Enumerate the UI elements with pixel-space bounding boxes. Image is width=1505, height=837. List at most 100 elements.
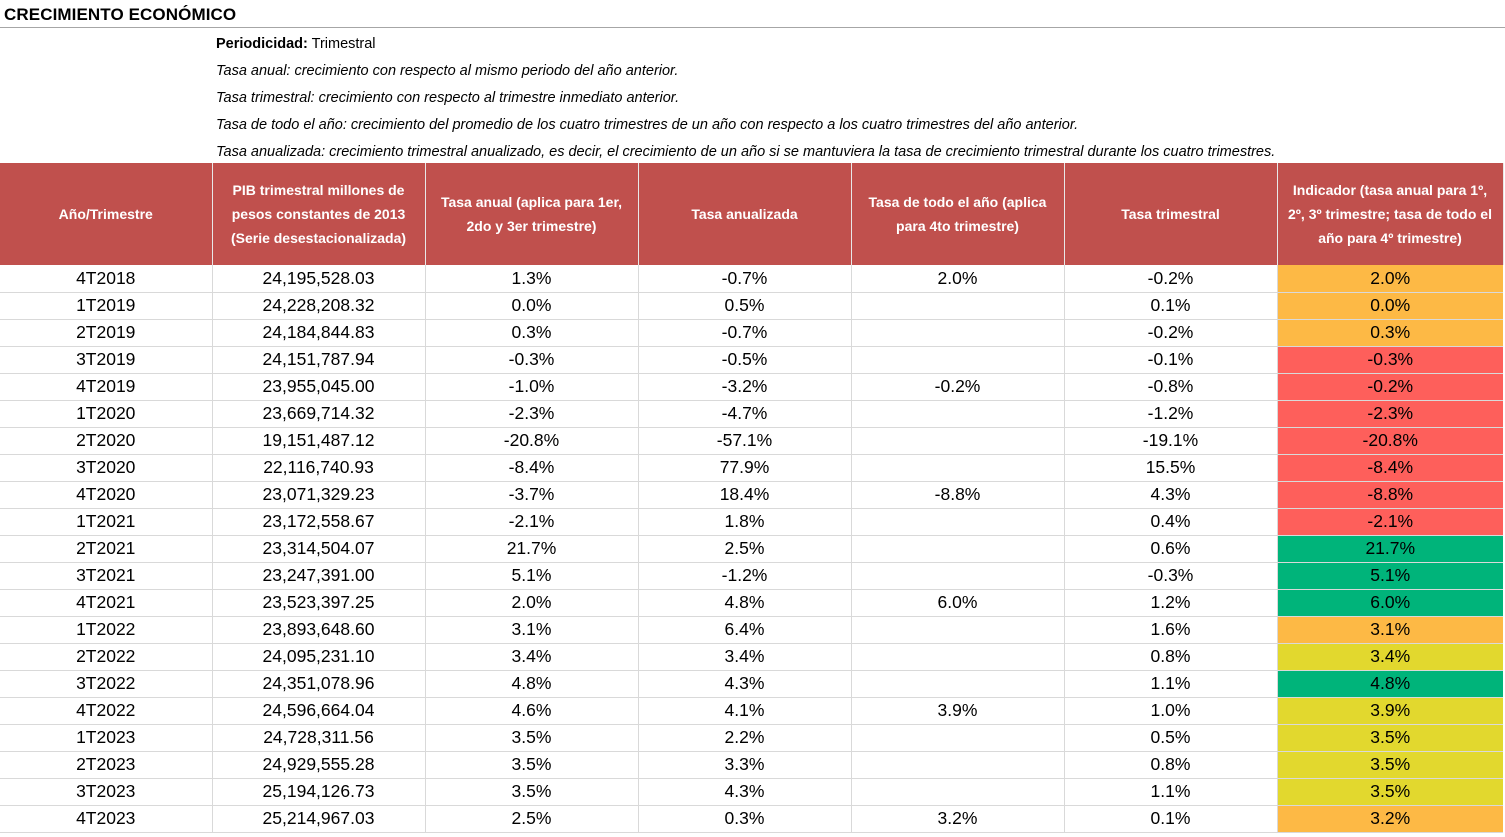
- cell-annualized-rate: -4.7%: [638, 400, 852, 428]
- cell-annual-rate: 2.0%: [425, 589, 639, 617]
- cell-annual-rate: -0.3%: [425, 346, 639, 374]
- growth-table: Año/Trimestre PIB trimestral millones de…: [0, 163, 1504, 833]
- cell-whole-year-rate: [851, 778, 1065, 806]
- cell-annualized-rate: 0.5%: [638, 292, 852, 320]
- cell-indicator: 3.2%: [1277, 805, 1503, 833]
- cell-indicator: -2.1%: [1277, 508, 1503, 536]
- cell-annualized-rate: 18.4%: [638, 481, 852, 509]
- cell-indicator: 4.8%: [1277, 670, 1503, 698]
- cell-period: 4T2019: [0, 373, 213, 401]
- cell-indicator: 6.0%: [1277, 589, 1503, 617]
- cell-pib: 24,596,664.04: [212, 697, 426, 725]
- cell-annual-rate: -2.1%: [425, 508, 639, 536]
- cell-whole-year-rate: [851, 643, 1065, 671]
- cell-annual-rate: 0.0%: [425, 292, 639, 320]
- cell-pib: 24,228,208.32: [212, 292, 426, 320]
- cell-annualized-rate: 4.3%: [638, 778, 852, 806]
- table-row: 3T2019 24,151,787.94 -0.3% -0.5% -0.1% -0.3%: [0, 346, 1503, 374]
- cell-annual-rate: 3.5%: [425, 724, 639, 752]
- note-annualized-rate: Tasa anualizada: crecimiento trimestral …: [216, 144, 1276, 160]
- cell-pib: 24,151,787.94: [212, 346, 426, 374]
- cell-period: 2T2022: [0, 643, 213, 671]
- cell-quarterly-rate: 0.1%: [1064, 292, 1278, 320]
- cell-period: 1T2020: [0, 400, 213, 428]
- note-annual-rate: Tasa anual: crecimiento con respecto al …: [216, 63, 679, 79]
- table-row: 4T2020 23,071,329.23 -3.7% 18.4% -8.8% 4.3% -8…: [0, 481, 1503, 509]
- cell-quarterly-rate: 1.1%: [1064, 670, 1278, 698]
- cell-quarterly-rate: 4.3%: [1064, 481, 1278, 509]
- cell-quarterly-rate: 15.5%: [1064, 454, 1278, 482]
- cell-period: 2T2019: [0, 319, 213, 347]
- header-pib: PIB trimestral millones de pesos constan…: [212, 163, 426, 265]
- cell-pib: 23,955,045.00: [212, 373, 426, 401]
- header-indicator: Indicador (tasa anual para 1º, 2º, 3º tr…: [1277, 163, 1504, 265]
- cell-indicator: 3.9%: [1277, 697, 1503, 725]
- cell-whole-year-rate: 2.0%: [851, 265, 1065, 293]
- cell-pib: 23,669,714.32: [212, 400, 426, 428]
- notes-block: Periodicidad: Trimestral Tasa anual: cre…: [216, 34, 1496, 169]
- cell-period: 2T2023: [0, 751, 213, 779]
- cell-whole-year-rate: [851, 292, 1065, 320]
- cell-annualized-rate: -0.7%: [638, 319, 852, 347]
- table-row: 1T2020 23,669,714.32 -2.3% -4.7% -1.2% -2.3%: [0, 400, 1503, 428]
- cell-whole-year-rate: [851, 562, 1065, 590]
- cell-pib: 25,194,126.73: [212, 778, 426, 806]
- table-row: 4T2021 23,523,397.25 2.0% 4.8% 6.0% 1.2% 6.0%: [0, 589, 1503, 617]
- cell-whole-year-rate: -8.8%: [851, 481, 1065, 509]
- cell-pib: 23,247,391.00: [212, 562, 426, 590]
- cell-annualized-rate: 0.3%: [638, 805, 852, 833]
- cell-annual-rate: 4.6%: [425, 697, 639, 725]
- table-row: 1T2019 24,228,208.32 0.0% 0.5% 0.1% 0.0%: [0, 292, 1503, 320]
- cell-indicator: -20.8%: [1277, 427, 1503, 455]
- header-quarterly-rate: Tasa trimestral: [1064, 163, 1278, 265]
- cell-annual-rate: 5.1%: [425, 562, 639, 590]
- periodicity-note: Periodicidad: Trimestral: [216, 34, 1496, 61]
- cell-whole-year-rate: [851, 427, 1065, 455]
- cell-quarterly-rate: -1.2%: [1064, 400, 1278, 428]
- cell-whole-year-rate: [851, 508, 1065, 536]
- cell-period: 4T2021: [0, 589, 213, 617]
- table-row: 4T2019 23,955,045.00 -1.0% -3.2% -0.2% -0.8% -…: [0, 373, 1503, 401]
- cell-whole-year-rate: [851, 670, 1065, 698]
- cell-quarterly-rate: 1.6%: [1064, 616, 1278, 644]
- cell-annualized-rate: 4.8%: [638, 589, 852, 617]
- cell-annualized-rate: 3.4%: [638, 643, 852, 671]
- cell-indicator: -0.3%: [1277, 346, 1503, 374]
- cell-annualized-rate: 6.4%: [638, 616, 852, 644]
- cell-annual-rate: 3.5%: [425, 778, 639, 806]
- cell-annualized-rate: 2.2%: [638, 724, 852, 752]
- cell-pib: 23,893,648.60: [212, 616, 426, 644]
- cell-indicator: 5.1%: [1277, 562, 1503, 590]
- cell-quarterly-rate: -0.2%: [1064, 319, 1278, 347]
- cell-whole-year-rate: [851, 454, 1065, 482]
- cell-period: 4T2023: [0, 805, 213, 833]
- header-whole-year-rate: Tasa de todo el año (aplica para 4to tri…: [851, 163, 1065, 265]
- table-header-row: Año/Trimestre PIB trimestral millones de…: [0, 163, 1504, 265]
- cell-period: 2T2021: [0, 535, 213, 563]
- cell-annualized-rate: 1.8%: [638, 508, 852, 536]
- cell-period: 4T2022: [0, 697, 213, 725]
- cell-quarterly-rate: -0.1%: [1064, 346, 1278, 374]
- cell-annual-rate: 3.5%: [425, 751, 639, 779]
- cell-quarterly-rate: -0.2%: [1064, 265, 1278, 293]
- table-body: 4T2018 24,195,528.03 1.3% -0.7% 2.0% -0.2% 2.0…: [0, 265, 1503, 833]
- cell-indicator: 3.5%: [1277, 751, 1503, 779]
- cell-annual-rate: 1.3%: [425, 265, 639, 293]
- cell-pib: 24,184,844.83: [212, 319, 426, 347]
- table-row: 4T2023 25,214,967.03 2.5% 0.3% 3.2% 0.1% 3.2%: [0, 805, 1503, 833]
- table-row: 3T2020 22,116,740.93 -8.4% 77.9% 15.5% -8.4%: [0, 454, 1503, 482]
- cell-period: 3T2019: [0, 346, 213, 374]
- table-row: 4T2018 24,195,528.03 1.3% -0.7% 2.0% -0.2% 2.0…: [0, 265, 1503, 293]
- cell-period: 4T2020: [0, 481, 213, 509]
- cell-annual-rate: -8.4%: [425, 454, 639, 482]
- cell-annual-rate: 3.4%: [425, 643, 639, 671]
- cell-pib: 23,071,329.23: [212, 481, 426, 509]
- cell-annual-rate: 21.7%: [425, 535, 639, 563]
- cell-period: 1T2021: [0, 508, 213, 536]
- cell-period: 3T2020: [0, 454, 213, 482]
- cell-annualized-rate: 4.1%: [638, 697, 852, 725]
- cell-annualized-rate: 2.5%: [638, 535, 852, 563]
- table-row: 1T2022 23,893,648.60 3.1% 6.4% 1.6% 3.1%: [0, 616, 1503, 644]
- cell-indicator: -0.2%: [1277, 373, 1503, 401]
- cell-indicator: -2.3%: [1277, 400, 1503, 428]
